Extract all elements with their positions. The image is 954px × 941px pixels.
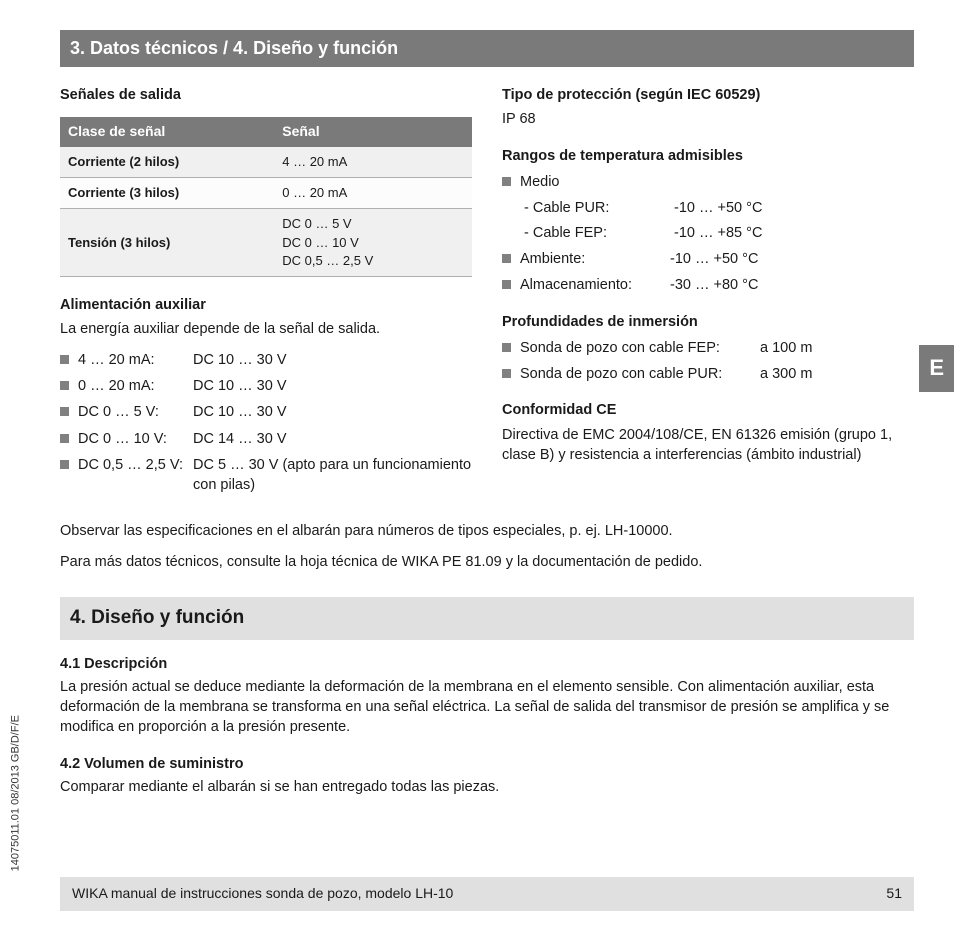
list-item: Sonda de pozo con cable PUR:a 300 m [502, 364, 914, 384]
aux-key: DC 0,5 … 2,5 V: [78, 455, 193, 475]
prot-value: IP 68 [502, 109, 914, 129]
list-item: Sonda de pozo con cable FEP:a 100 m [502, 338, 914, 358]
temp-key: Ambiente: [520, 249, 670, 269]
two-column-layout: Señales de salida Clase de señal Señal C… [60, 85, 914, 501]
list-item: DC 0,5 … 2,5 V:DC 5 … 30 V (apto para un… [60, 455, 472, 496]
prof-key: Sonda de pozo con cable FEP: [520, 338, 760, 358]
temp-value: -30 … +80 °C [670, 275, 758, 295]
column-right: Tipo de protección (según IEC 60529) IP … [502, 85, 914, 501]
square-bullet-icon [502, 343, 511, 352]
section-header-2: 4. Diseño y función [60, 597, 914, 640]
aux-key: 0 … 20 mA: [78, 376, 193, 396]
td-value: 0 … 20 mA [274, 178, 472, 209]
td-value: 4 … 20 mA [274, 147, 472, 178]
th-clase: Clase de señal [60, 117, 274, 147]
td-label: Corriente (2 hilos) [60, 147, 274, 178]
aux-value: DC 10 … 30 V [193, 350, 472, 370]
aux-list: 4 … 20 mA:DC 10 … 30 V 0 … 20 mA:DC 10 …… [60, 350, 472, 496]
square-bullet-icon [60, 460, 69, 469]
square-bullet-icon [60, 434, 69, 443]
list-item: 4 … 20 mA:DC 10 … 30 V [60, 350, 472, 370]
square-bullet-icon [502, 280, 511, 289]
alimentacion-desc: La energía auxiliar depende de la señal … [60, 319, 472, 339]
aux-key: DC 0 … 5 V: [78, 402, 193, 422]
note-1: Observar las especificaciones en el alba… [60, 521, 914, 541]
table-header-row: Clase de señal Señal [60, 117, 472, 147]
table-row: Tensión (3 hilos) DC 0 … 5 V DC 0 … 10 V… [60, 209, 472, 277]
aux-value: DC 14 … 30 V [193, 429, 472, 449]
list-item: DC 0 … 5 V:DC 10 … 30 V [60, 402, 472, 422]
note-2: Para más datos técnicos, consulte la hoj… [60, 552, 914, 572]
prof-value: a 100 m [760, 338, 812, 358]
heading-senales: Señales de salida [60, 85, 472, 105]
heading-temp: Rangos de temperatura admisibles [502, 146, 914, 166]
temp-value: -10 … +85 °C [674, 223, 762, 243]
temp-value: -10 … +50 °C [674, 198, 762, 218]
square-bullet-icon [60, 407, 69, 416]
list-item: 0 … 20 mA:DC 10 … 30 V [60, 376, 472, 396]
td-value: DC 0 … 5 V DC 0 … 10 V DC 0,5 … 2,5 V [274, 209, 472, 277]
temp-sub-row: - Cable FEP:-10 … +85 °C [524, 223, 914, 243]
language-tab: E [919, 345, 954, 392]
th-senal: Señal [274, 117, 472, 147]
prof-key: Sonda de pozo con cable PUR: [520, 364, 760, 384]
aux-value: DC 10 … 30 V [193, 402, 472, 422]
heading-4-2: 4.2 Volumen de suministro [60, 754, 914, 774]
temp-value: -10 … +50 °C [670, 249, 758, 269]
heading-prof: Profundidades de inmersión [502, 312, 914, 332]
column-left: Señales de salida Clase de señal Señal C… [60, 85, 472, 501]
square-bullet-icon [502, 254, 511, 263]
footer-title: WIKA manual de instrucciones sonda de po… [72, 884, 453, 904]
temp-list-2: Ambiente:-10 … +50 °C Almacenamiento:-30… [502, 249, 914, 296]
table-row: Corriente (2 hilos) 4 … 20 mA [60, 147, 472, 178]
paragraph-4-1: La presión actual se deduce mediante la … [60, 677, 914, 738]
temp-key: - Cable FEP: [524, 223, 674, 243]
list-item: Medio [502, 172, 914, 192]
document-code: 14075011.01 08/2013 GB/D/F/E [9, 715, 24, 871]
ce-text: Directiva de EMC 2004/108/CE, EN 61326 e… [502, 425, 914, 466]
heading-4-1: 4.1 Descripción [60, 654, 914, 674]
td-label: Corriente (3 hilos) [60, 178, 274, 209]
aux-value: DC 5 … 30 V (apto para un funcionamiento… [193, 455, 472, 496]
list-item: Almacenamiento:-30 … +80 °C [502, 275, 914, 295]
square-bullet-icon [502, 177, 511, 186]
signal-table: Clase de señal Señal Corriente (2 hilos)… [60, 117, 472, 277]
square-bullet-icon [502, 369, 511, 378]
temp-list: Medio [502, 172, 914, 192]
td-label: Tensión (3 hilos) [60, 209, 274, 277]
temp-medio-label: Medio [520, 172, 560, 192]
square-bullet-icon [60, 381, 69, 390]
heading-alimentacion: Alimentación auxiliar [60, 295, 472, 315]
temp-sub-row: - Cable PUR:-10 … +50 °C [524, 198, 914, 218]
prof-value: a 300 m [760, 364, 812, 384]
footer-bar: WIKA manual de instrucciones sonda de po… [60, 877, 914, 911]
square-bullet-icon [60, 355, 69, 364]
table-row: Corriente (3 hilos) 0 … 20 mA [60, 178, 472, 209]
heading-ce: Conformidad CE [502, 400, 914, 420]
aux-key: DC 0 … 10 V: [78, 429, 193, 449]
list-item: DC 0 … 10 V:DC 14 … 30 V [60, 429, 472, 449]
temp-key: Almacenamiento: [520, 275, 670, 295]
heading-prot: Tipo de protección (según IEC 60529) [502, 85, 914, 105]
aux-key: 4 … 20 mA: [78, 350, 193, 370]
page-number: 51 [886, 884, 902, 904]
section-header-1: 3. Datos técnicos / 4. Diseño y función [60, 30, 914, 67]
prof-list: Sonda de pozo con cable FEP:a 100 m Sond… [502, 338, 914, 385]
temp-key: - Cable PUR: [524, 198, 674, 218]
paragraph-4-2: Comparar mediante el albarán si se han e… [60, 777, 914, 797]
aux-value: DC 10 … 30 V [193, 376, 472, 396]
list-item: Ambiente:-10 … +50 °C [502, 249, 914, 269]
